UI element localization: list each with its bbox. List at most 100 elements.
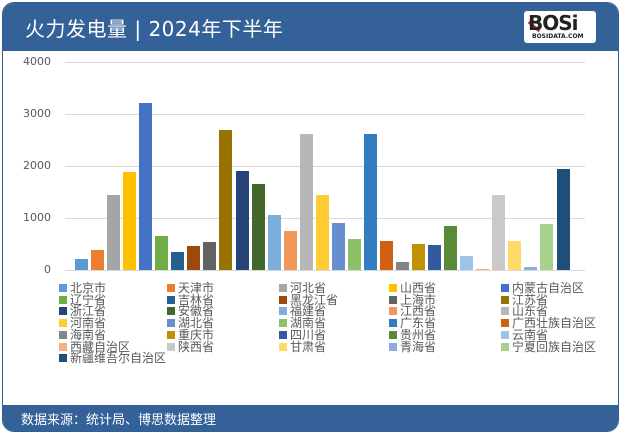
legend-item: 吉林省 [167,292,215,307]
bar-27 [492,195,506,270]
legend-label: 湖北省 [178,316,215,331]
bar-9 [203,242,217,270]
chart-title: 火力发电量 | 2024年下半年 [25,17,284,41]
legend-label: 河南省 [70,316,107,331]
legend-label: 陕西省 [178,339,215,354]
legend-swatch-icon [59,284,67,292]
bar-25 [460,256,474,270]
y-tick-label: 4000 [23,55,51,68]
legend-label: 辽宁省 [70,292,107,307]
bar-29 [524,266,538,270]
legend-label: 安徽省 [178,304,215,319]
bar-8 [187,245,201,270]
legend-swatch-icon [279,342,287,351]
bar-3 [107,195,121,270]
legend-swatch-icon [167,342,175,351]
legend-item: 广西壮族自治区 [501,317,596,330]
bar-12 [251,183,265,270]
legend-item: 辽宁省 [59,292,107,307]
legend-label: 吉林省 [178,292,215,307]
legend-swatch-icon [389,342,397,351]
legend-swatch-icon [501,319,509,328]
bar-20 [379,240,393,270]
legend-swatch-icon [59,354,67,363]
legend-swatch-icon [59,342,67,351]
legend-label: 云南省 [512,327,549,342]
legend-label: 山西省 [400,281,437,295]
legend-swatch-icon [167,284,175,292]
bar-16 [315,195,329,270]
gridline [65,62,585,63]
y-tick-label: 1000 [23,211,51,224]
legend-item: 浙江省 [59,305,106,318]
bar-17 [331,222,345,270]
legend-item: 新疆维吾尔自治区 [59,352,166,365]
legend-item: 上海市 [389,292,437,307]
legend-swatch-icon [167,307,175,316]
legend-swatch-icon [501,342,509,351]
legend-item: 西藏自治区 [59,340,130,354]
legend-label: 浙江省 [70,304,107,319]
legend-swatch-icon [59,330,67,339]
legend-label: 河北省 [290,281,327,295]
legend-item: 河南省 [59,317,106,330]
legend-item: 陕西省 [167,339,215,354]
legend-label: 重庆市 [178,327,215,342]
plot-area: 0 1000 2000 3000 4000 [3,51,618,401]
legend-swatch-icon [59,319,67,328]
legend-label: 江西省 [400,304,437,319]
legend-item: 青海省 [389,339,437,354]
legend-label: 四川省 [290,327,327,342]
legend-label: 湖南省 [290,316,327,331]
bar-31 [556,169,570,270]
bar-13 [267,214,281,270]
legend-swatch-icon [167,330,175,339]
legend-label: 黑龙江省 [290,292,339,307]
legend-swatch-icon [389,319,397,328]
legend-swatch-icon [279,330,287,339]
bar-28 [508,240,522,270]
legend-swatch-icon [389,284,397,292]
legend-item: 湖北省 [167,317,214,330]
legend-swatch-icon [389,330,397,339]
bar-21 [396,261,409,270]
legend-item: 山西省 [389,282,436,295]
footer-bar: 数据来源：统计局、博思数据整理 [3,405,618,431]
bar-5 [139,102,153,270]
legend-swatch-icon [501,295,509,304]
legend-label: 青海省 [400,339,437,354]
legend-item: 天津市 [167,282,214,295]
legend-swatch-icon [389,295,397,304]
legend-swatch-icon [501,307,509,316]
legend-label: 山东省 [512,304,549,319]
legend-label: 江苏省 [512,292,549,307]
legend-label: 上海市 [400,292,437,307]
legend-label: 广西壮族自治区 [512,316,597,331]
legend-swatch-icon [59,307,67,316]
legend-item: 江西省 [389,305,436,318]
legend-item: 江苏省 [501,292,549,307]
gridline [65,166,585,167]
bar-22 [412,244,426,270]
legend-label: 宁夏回族自治区 [512,339,597,354]
bar-10 [219,130,233,270]
legend-item: 北京市 [59,282,106,295]
bar-26 [476,269,490,270]
legend-item: 宁夏回族自治区 [501,339,597,354]
legend-label: 天津市 [178,281,215,295]
legend-label: 海南省 [70,327,107,342]
legend-item: 河北省 [279,282,326,295]
bar-24 [444,226,458,270]
legend-item: 湖南省 [279,317,326,330]
header-bar: 火力发电量 | 2024年下半年 BOSi BOSIDATA.COM [3,3,618,51]
legend-label: 贵州省 [400,327,437,342]
legend-label: 福建省 [290,304,327,319]
bar-11 [235,170,249,270]
legend-swatch-icon [59,295,67,304]
bar-30 [540,223,554,270]
bar-2 [91,249,105,270]
legend-swatch-icon [167,319,175,328]
bosi-logo: BOSi BOSIDATA.COM [524,11,596,43]
y-tick-label: 0 [44,263,51,276]
